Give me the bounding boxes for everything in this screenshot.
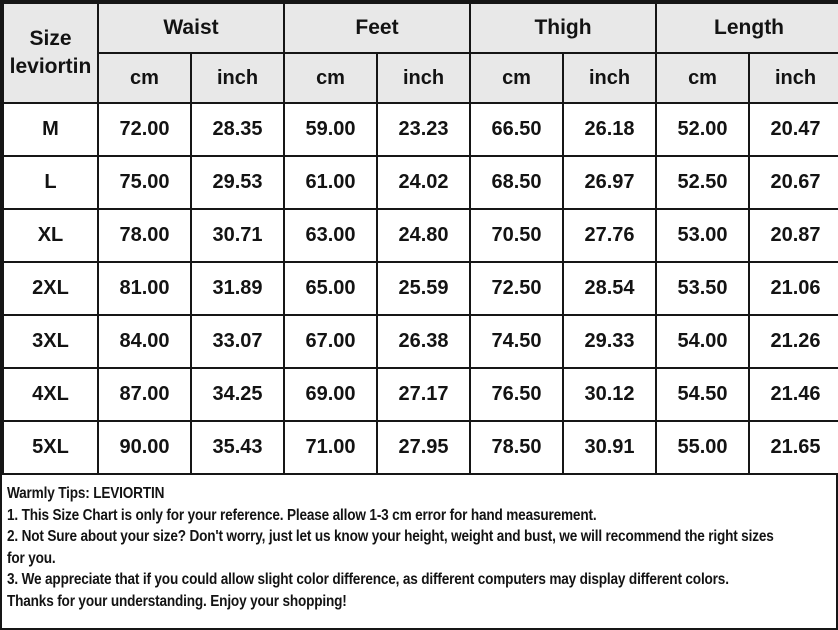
value-cell: 23.23: [376, 102, 472, 157]
size-cell: 5XL: [2, 420, 99, 475]
value-cell: 52.00: [655, 102, 751, 157]
table-row-3xl: 3XL 84.00 33.07 67.00 26.38 74.50 29.33 …: [2, 314, 838, 369]
value-cell: 20.87: [748, 208, 838, 263]
value-cell: 90.00: [97, 420, 192, 475]
value-cell: 29.33: [562, 314, 658, 369]
tips-closing-line: Thanks for your understanding. Enjoy you…: [7, 592, 347, 610]
value-cell: 67.00: [283, 314, 379, 369]
value-cell: 21.46: [748, 367, 838, 422]
value-cell: 52.50: [655, 155, 751, 210]
tip-line-3: 3. We appreciate that if you could allow…: [7, 571, 729, 588]
value-cell: 66.50: [469, 102, 565, 157]
value-cell: 35.43: [189, 420, 286, 475]
value-cell: 28.35: [189, 102, 286, 157]
value-cell: 30.91: [562, 420, 658, 475]
table-row-xl: XL 78.00 30.71 63.00 24.80 70.50 27.76 5…: [2, 208, 838, 263]
size-cell: L: [2, 155, 99, 210]
value-cell: 72.50: [469, 261, 565, 316]
col-group-feet: Feet: [283, 2, 472, 54]
tip-line-1: 1. This Size Chart is only for your refe…: [7, 506, 597, 524]
value-cell: 70.50: [469, 208, 565, 263]
value-cell: 24.02: [376, 155, 472, 210]
value-cell: 29.53: [189, 155, 286, 210]
value-cell: 30.12: [562, 367, 658, 422]
value-cell: 27.76: [562, 208, 658, 263]
unit-header-waist-cm: cm: [97, 52, 192, 104]
header-unit-row: cm inch cm inch cm inch cm inch: [3, 52, 838, 104]
value-cell: 55.00: [655, 420, 751, 475]
table-row-l: L 75.00 29.53 61.00 24.02 68.50 26.97 52…: [2, 155, 838, 210]
table-row-5xl: 5XL 90.00 35.43 71.00 27.95 78.50 30.91 …: [2, 420, 838, 475]
size-chart-table: Size leviortin Waist Feet Thigh Length c…: [2, 2, 838, 475]
value-cell: 81.00: [97, 261, 192, 316]
value-cell: 30.71: [189, 208, 286, 263]
col-group-thigh: Thigh: [469, 2, 658, 54]
value-cell: 26.38: [376, 314, 472, 369]
value-cell: 75.00: [97, 155, 192, 210]
value-cell: 53.00: [655, 208, 751, 263]
col-group-waist: Waist: [96, 2, 286, 54]
value-cell: 31.89: [189, 261, 286, 316]
size-column-header: Size leviortin: [2, 2, 99, 104]
value-cell: 71.00: [283, 420, 379, 475]
size-cell: M: [2, 102, 99, 157]
value-cell: 54.50: [655, 367, 751, 422]
warmly-tips-section: Warmly Tips: LEVIORTIN 1. This Size Char…: [2, 475, 836, 628]
value-cell: 78.50: [469, 420, 565, 475]
value-cell: 65.00: [283, 261, 379, 316]
value-cell: 53.50: [655, 261, 751, 316]
value-cell: 21.26: [748, 314, 838, 369]
size-column-header-line2: leviortin: [9, 55, 92, 78]
unit-header-thigh-cm: cm: [469, 52, 565, 104]
unit-header-feet-cm: cm: [283, 52, 379, 104]
col-group-length: Length: [655, 2, 838, 54]
value-cell: 33.07: [189, 314, 286, 369]
header-group-row: Size leviortin Waist Feet Thigh Length: [2, 2, 838, 104]
value-cell: 21.06: [748, 261, 838, 316]
value-cell: 20.47: [748, 102, 838, 157]
value-cell: 74.50: [469, 314, 565, 369]
value-cell: 26.97: [562, 155, 658, 210]
unit-header-feet-inch: inch: [376, 52, 472, 104]
value-cell: 28.54: [562, 261, 658, 316]
tip-line-2-continued: for you.: [7, 549, 56, 567]
value-cell: 69.00: [283, 367, 379, 422]
tip-line-2: 2. Not Sure about your size? Don't worry…: [7, 528, 774, 545]
table-row-m: M 72.00 28.35 59.00 23.23 66.50 26.18 52…: [2, 102, 838, 157]
size-cell: 4XL: [2, 367, 99, 422]
value-cell: 27.17: [376, 367, 472, 422]
value-cell: 21.65: [748, 420, 838, 475]
value-cell: 25.59: [376, 261, 472, 316]
table-row-2xl: 2XL 81.00 31.89 65.00 25.59 72.50 28.54 …: [2, 261, 838, 316]
value-cell: 26.18: [562, 102, 658, 157]
size-cell: 3XL: [2, 314, 99, 369]
value-cell: 20.67: [748, 155, 838, 210]
unit-header-thigh-inch: inch: [562, 52, 658, 104]
value-cell: 68.50: [469, 155, 565, 210]
value-cell: 63.00: [283, 208, 379, 263]
size-cell: 2XL: [2, 261, 99, 316]
value-cell: 76.50: [469, 367, 565, 422]
value-cell: 87.00: [97, 367, 192, 422]
value-cell: 27.95: [376, 420, 472, 475]
value-cell: 24.80: [376, 208, 472, 263]
unit-header-waist-inch: inch: [189, 52, 286, 104]
value-cell: 54.00: [655, 314, 751, 369]
value-cell: 61.00: [283, 155, 379, 210]
value-cell: 72.00: [97, 102, 192, 157]
unit-header-length-inch: inch: [748, 52, 838, 104]
value-cell: 34.25: [189, 367, 286, 422]
value-cell: 78.00: [97, 208, 192, 263]
unit-header-length-cm: cm: [655, 52, 751, 104]
size-cell: XL: [2, 208, 99, 263]
size-column-header-line1: Size: [29, 26, 72, 50]
tips-title: Warmly Tips: LEVIORTIN: [7, 485, 165, 502]
value-cell: 59.00: [283, 102, 379, 157]
table-row-4xl: 4XL 87.00 34.25 69.00 27.17 76.50 30.12 …: [2, 367, 838, 422]
value-cell: 84.00: [97, 314, 192, 369]
